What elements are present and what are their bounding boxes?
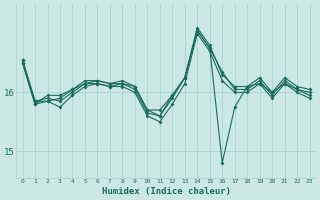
X-axis label: Humidex (Indice chaleur): Humidex (Indice chaleur)	[101, 187, 231, 196]
